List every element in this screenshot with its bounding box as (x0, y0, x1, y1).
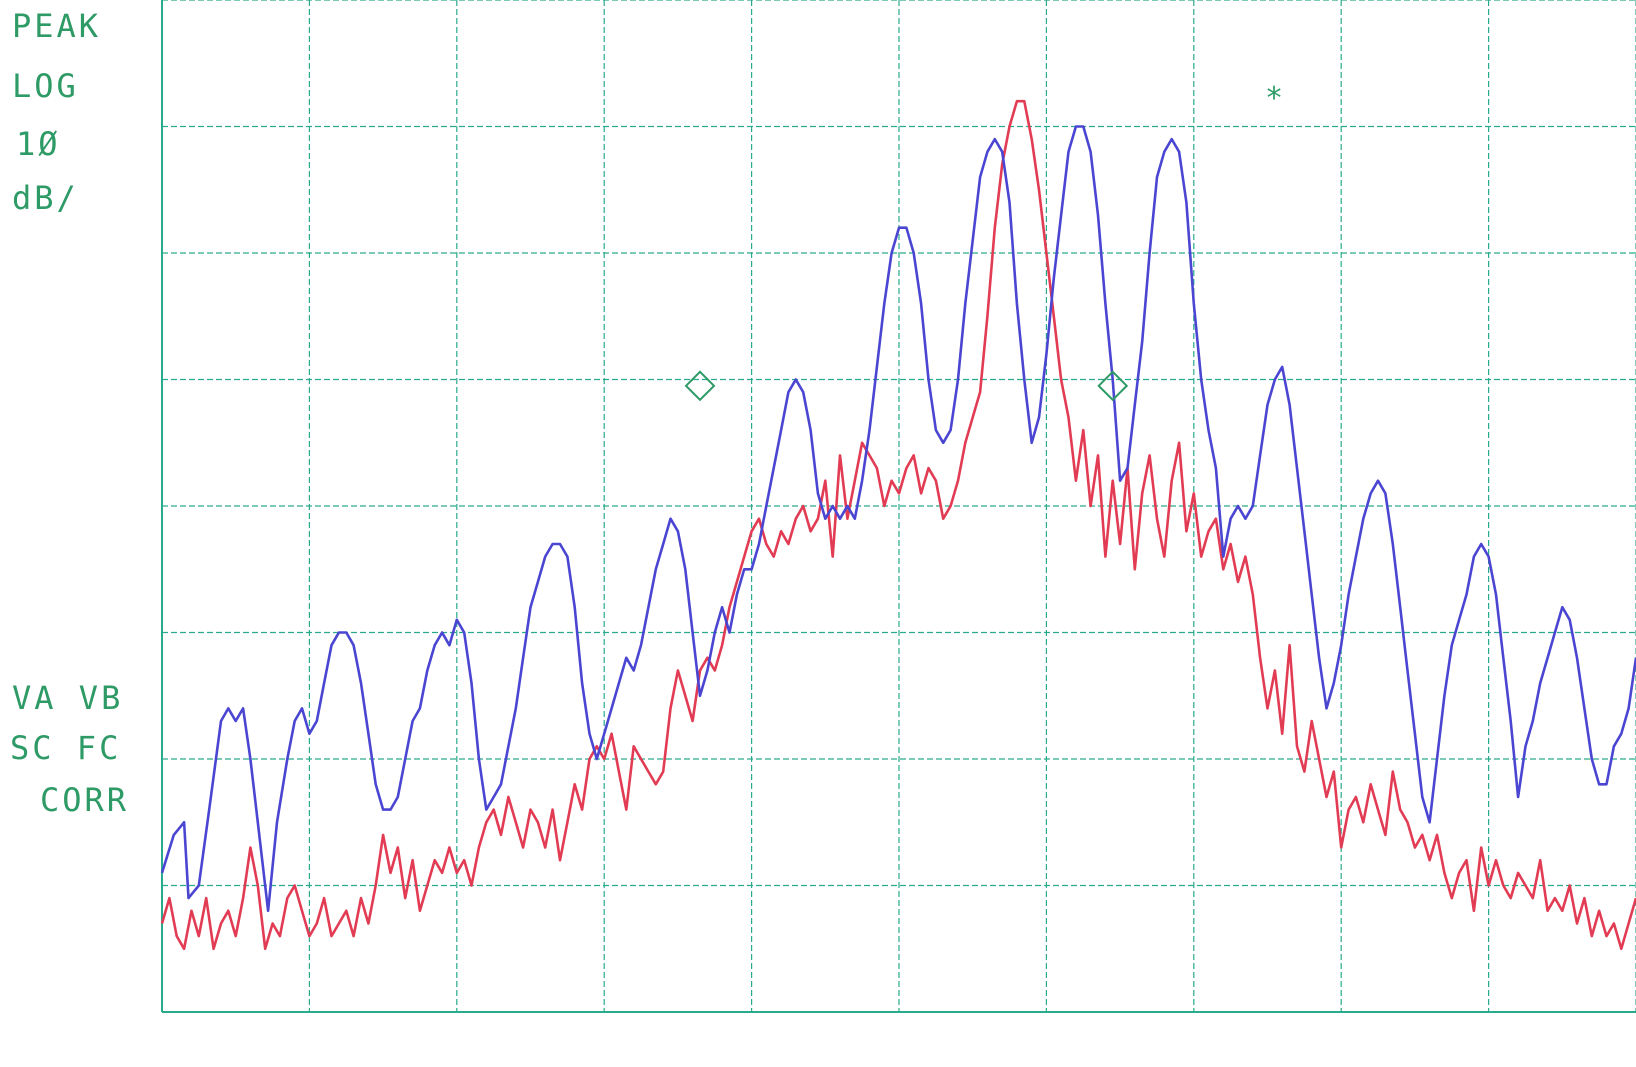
mode-label: PEAK (12, 7, 102, 45)
star-annotation: * (1265, 81, 1283, 116)
scale-unit-label: dB/ (12, 179, 79, 217)
sc-flags-label: SC FC (10, 729, 122, 767)
marker-diamond (1097, 370, 1129, 402)
marker-diamond (684, 370, 716, 402)
trace-b-line (160, 99, 1636, 951)
corr-label: CORR (40, 781, 130, 819)
view-flags-label: VA VB (12, 679, 124, 717)
scale-value-label: 1Ø (16, 125, 61, 163)
traces (160, 99, 1636, 951)
scale-label: LOG (12, 67, 79, 105)
markers (684, 370, 1129, 402)
graticule (161, 0, 1636, 1013)
trace-a-line (160, 125, 1636, 913)
